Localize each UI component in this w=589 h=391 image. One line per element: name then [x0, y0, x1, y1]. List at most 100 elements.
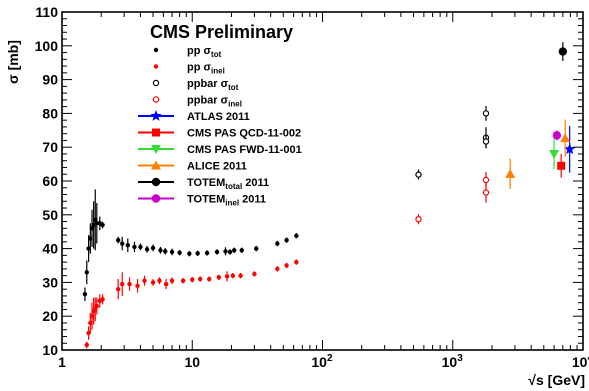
legend-marker: [152, 128, 160, 137]
data-point: [115, 237, 121, 243]
series-6: [549, 138, 560, 170]
legend-entry: ppbar σtot: [152, 78, 239, 92]
legend-marker: [151, 145, 161, 154]
x-tick-label: 102: [311, 353, 333, 370]
data-point: [142, 278, 147, 283]
chart-title: CMS Preliminary: [150, 22, 293, 42]
data-point: [144, 247, 150, 252]
series-4: [563, 125, 576, 173]
legend-label: ATLAS 2011: [187, 111, 250, 123]
data-point: [84, 270, 89, 275]
data-point: [232, 248, 237, 253]
data-point: [275, 266, 280, 272]
series-5: [557, 153, 566, 178]
legend-entry: ATLAS 2011: [138, 110, 250, 123]
data-point: [552, 131, 562, 140]
x-tick-label: 10: [184, 354, 200, 370]
plot-layer: [82, 42, 576, 349]
axes-layer: 102030405060708090100110110102103104: [35, 4, 589, 370]
series-3: [415, 171, 490, 225]
data-point: [563, 143, 576, 155]
data-point: [227, 249, 233, 255]
data-point: [223, 249, 228, 254]
y-tick-label: 100: [35, 38, 59, 54]
data-point: [216, 275, 222, 280]
series-2: [415, 105, 490, 180]
y-tick-label: 70: [42, 139, 58, 155]
data-point: [125, 243, 130, 248]
data-point: [120, 281, 125, 287]
data-point: [207, 276, 212, 282]
legend-label: ppbar σtot: [187, 78, 239, 92]
data-point: [214, 249, 220, 255]
series-0: [82, 189, 299, 301]
data-point: [294, 259, 299, 265]
data-point: [180, 278, 186, 283]
data-point: [415, 215, 422, 223]
legend-label: CMS PAS FWD-11-001: [187, 144, 302, 156]
data-point: [284, 237, 289, 243]
data-point: [415, 171, 422, 178]
legend-label: TOTEMinel 2011: [187, 194, 266, 208]
y-tick-label: 10: [42, 342, 58, 358]
legend-label: TOTEMtotal 2011: [187, 177, 269, 191]
data-point: [169, 249, 175, 255]
legend-marker: [152, 79, 160, 87]
y-tick-label: 110: [35, 4, 58, 20]
data-point: [177, 250, 182, 255]
legend-label: ppbar σinel: [187, 95, 242, 109]
legend-label: ALICE 2011: [187, 161, 247, 173]
legend-marker: [153, 64, 159, 69]
data-point: [557, 161, 566, 170]
data-point: [549, 149, 560, 159]
legend-marker: [151, 177, 161, 187]
data-point: [482, 138, 490, 145]
data-point: [482, 110, 490, 117]
legend-marker: [153, 47, 159, 53]
y-tick-label: 50: [42, 207, 58, 223]
data-point: [86, 330, 91, 336]
data-point: [224, 274, 230, 279]
series-1: [84, 259, 299, 349]
x-tick-label: 1: [58, 354, 66, 370]
data-point: [120, 241, 125, 246]
y-axis-label: σ [mb]: [5, 40, 21, 84]
legend-marker: [152, 96, 160, 103]
legend-marker: [150, 110, 162, 121]
data-point: [150, 280, 156, 285]
data-point: [560, 133, 571, 143]
legend-entry: CMS PAS QCD-11-002: [138, 128, 301, 140]
y-tick-label: 30: [42, 274, 58, 290]
y-tick-label: 40: [42, 241, 58, 257]
data-point: [115, 286, 121, 292]
legend-label: pp σtot: [187, 45, 222, 59]
data-point: [230, 273, 236, 278]
data-point: [275, 241, 280, 246]
data-point: [284, 263, 289, 268]
data-point: [157, 278, 162, 283]
legend-marker: [151, 160, 161, 170]
x-tick-label: 104: [572, 353, 589, 370]
y-tick-label: 60: [42, 173, 58, 189]
x-tick-label: 103: [442, 353, 464, 370]
data-point: [163, 249, 168, 254]
data-point: [100, 297, 105, 302]
series-9: [552, 130, 562, 141]
data-point: [150, 245, 156, 251]
series-8: [558, 42, 568, 62]
data-point: [86, 246, 91, 251]
data-point: [197, 276, 203, 282]
legend: pp σtot pp σinel ppbar σtot ppbar σinel ATLA…: [138, 45, 302, 208]
data-point: [294, 233, 299, 238]
legend-entry: ALICE 2011: [138, 160, 247, 173]
legend-entry: TOTEMinel 2011: [138, 194, 266, 208]
data-point: [158, 248, 163, 253]
y-tick-label: 80: [42, 105, 58, 121]
data-point: [94, 303, 99, 309]
data-point: [482, 189, 490, 196]
data-point: [138, 244, 143, 250]
data-point: [204, 250, 210, 256]
data-point: [482, 176, 490, 184]
data-point: [187, 251, 192, 256]
data-point: [252, 271, 257, 277]
